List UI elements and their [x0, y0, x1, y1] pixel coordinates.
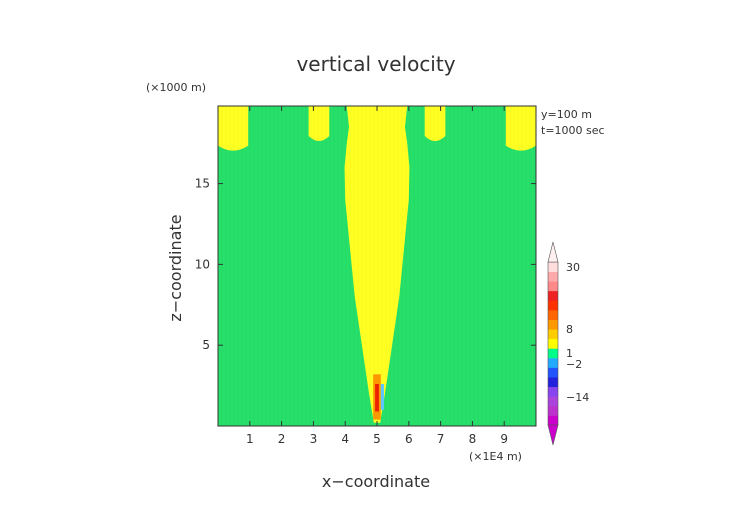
colorbar-segment [548, 367, 558, 378]
x-axis-label: x−coordinate [322, 472, 430, 491]
colorbar-segment [548, 377, 558, 388]
colorbar-label: 8 [566, 323, 573, 336]
colorbar-segment [548, 329, 558, 340]
colorbar-segment [548, 386, 558, 397]
colorbar-segment [548, 300, 558, 311]
colorbar-segment [548, 348, 558, 359]
colorbar-segment [548, 405, 558, 416]
annotation-line-y: y=100 m [541, 108, 592, 121]
y-tick-label: 15 [195, 177, 210, 191]
y-axis-ticks: 5 10 15 [195, 177, 536, 352]
colorbar-segment [548, 415, 558, 426]
top-cell-region-2 [308, 106, 330, 141]
x-tick-label: 3 [310, 432, 318, 446]
x-tick-label: 6 [405, 432, 413, 446]
x-tick-label: 1 [246, 432, 254, 446]
x-tick-label: 9 [500, 432, 508, 446]
colorbar-segment [548, 271, 558, 282]
core-red-region [375, 383, 379, 412]
colorbar-segment [548, 262, 558, 272]
y-tick-label: 10 [195, 257, 210, 271]
colorbar-segment [548, 290, 558, 301]
y-axis-label: z−coordinate [166, 214, 185, 321]
colorbar-min-arrow [547, 424, 559, 446]
chart-title: vertical velocity [296, 52, 455, 76]
x-axis-ticks: 1 2 3 4 5 6 7 8 9 [246, 106, 508, 446]
colorbar: 30 8 1−2 −14 [547, 241, 589, 446]
plume-region [344, 106, 410, 423]
top-cell-region-1 [218, 106, 249, 151]
colorbar-segment [548, 338, 558, 349]
annotation-line-t: t=1000 sec [541, 124, 605, 137]
core-cyan-region [380, 383, 384, 410]
x-tick-label: 8 [469, 432, 477, 446]
colorbar-label: 30 [566, 261, 580, 274]
x-tick-label: 2 [278, 432, 286, 446]
plot-area [217, 105, 537, 427]
top-cell-region-3 [424, 106, 446, 141]
colorbar-segment [548, 357, 558, 368]
colorbar-label: −14 [566, 391, 589, 404]
top-cell-region-4 [505, 106, 536, 151]
x-unit-label: (×1E4 m) [469, 450, 522, 463]
colorbar-segment [548, 396, 558, 407]
y-unit-label: (×1000 m) [146, 81, 206, 94]
x-tick-label: 7 [437, 432, 445, 446]
x-tick-label: 4 [341, 432, 349, 446]
colorbar-label: 1 [566, 347, 573, 360]
y-tick-label: 5 [202, 338, 210, 352]
colorbar-segment [548, 309, 558, 320]
x-tick-label: 5 [373, 432, 381, 446]
colorbar-label: −2 [566, 358, 582, 371]
colorbar-segment [548, 319, 558, 330]
colorbar-segment [548, 281, 558, 292]
annotation: y=100 m t=1000 sec [541, 108, 605, 137]
colorbar-max-arrow [547, 241, 559, 263]
field-regions [218, 106, 536, 426]
grid-texture [221, 106, 535, 426]
